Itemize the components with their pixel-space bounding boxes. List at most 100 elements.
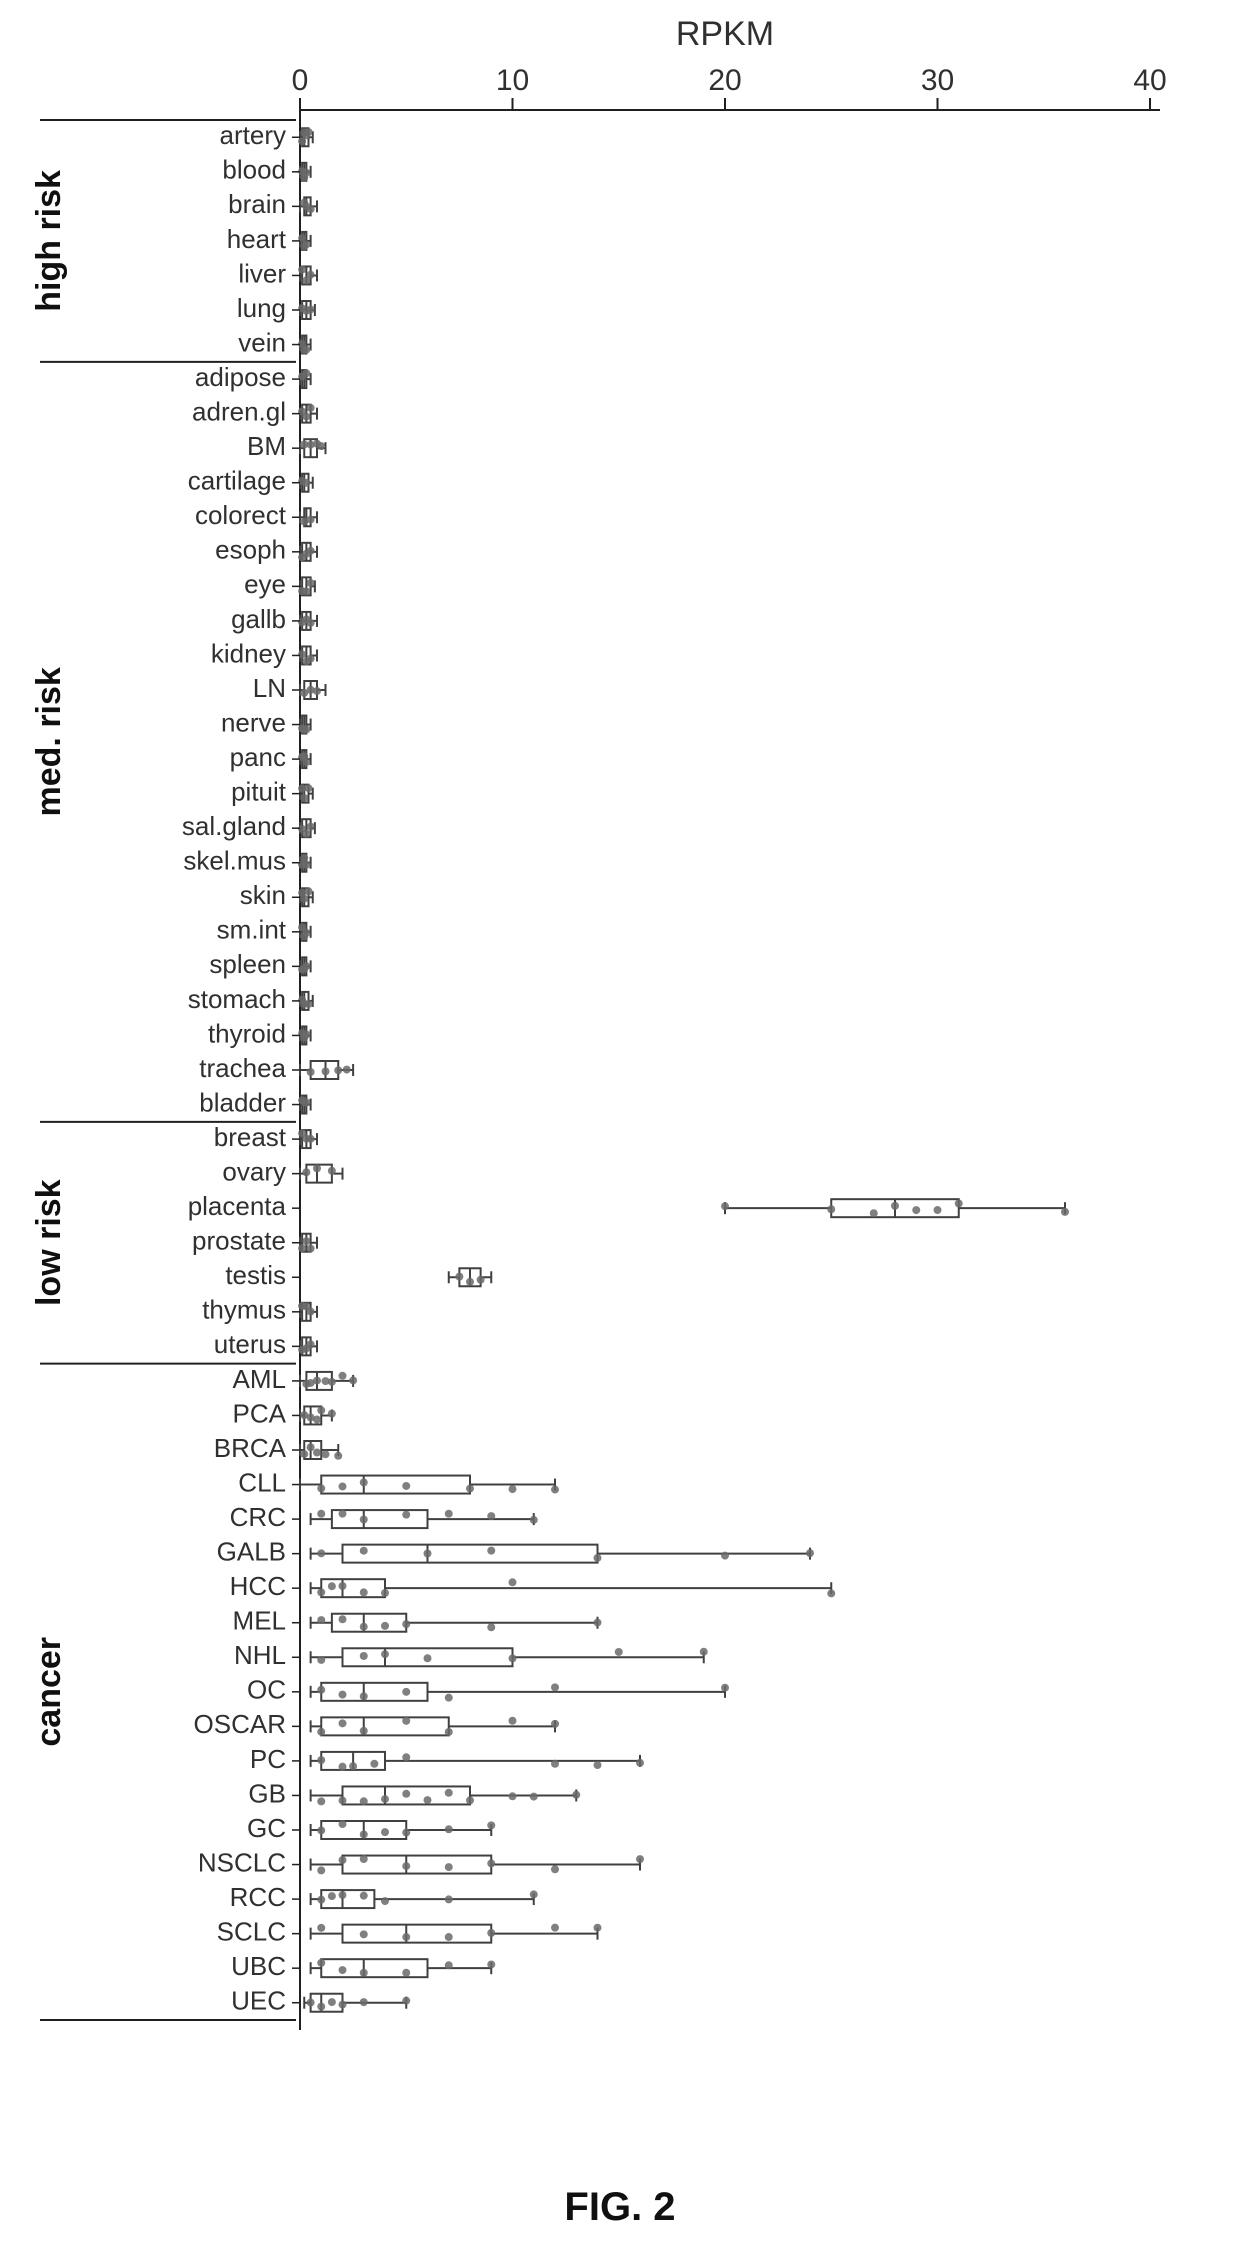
data-point	[360, 1588, 368, 1596]
data-point	[302, 479, 310, 487]
data-point	[307, 1443, 315, 1451]
category-label: sm.int	[217, 915, 287, 945]
data-point	[302, 1237, 310, 1245]
data-point	[317, 1588, 325, 1596]
boxplot-row: BM	[247, 431, 326, 461]
boxplot-row: sm.int	[217, 915, 311, 945]
data-point	[721, 1552, 729, 1560]
category-label: bladder	[199, 1087, 286, 1117]
data-point	[445, 1933, 453, 1941]
data-point	[509, 1578, 517, 1586]
data-point	[339, 1615, 347, 1623]
data-point	[381, 1589, 389, 1597]
group-label: cancer	[30, 1637, 68, 1747]
data-point	[339, 1482, 347, 1490]
data-point	[343, 1066, 351, 1074]
data-point	[317, 1656, 325, 1664]
data-point	[445, 1510, 453, 1518]
data-point	[313, 1416, 321, 1424]
category-label: adipose	[195, 362, 286, 392]
data-point	[445, 1728, 453, 1736]
data-point	[300, 1450, 308, 1458]
category-label: liver	[238, 258, 286, 288]
data-point	[360, 1855, 368, 1863]
data-point	[360, 1930, 368, 1938]
data-point	[339, 1719, 347, 1727]
data-point	[317, 1549, 325, 1557]
category-label: panc	[230, 742, 286, 772]
data-point	[317, 1866, 325, 1874]
boxplot-row: skin	[240, 880, 313, 910]
data-point	[349, 1376, 357, 1384]
boxplot-row: PC	[250, 1744, 644, 1774]
data-point	[339, 1797, 347, 1805]
data-point	[302, 369, 310, 377]
data-point	[339, 2001, 347, 2009]
category-label: brain	[228, 189, 286, 219]
data-point	[381, 1650, 389, 1658]
category-label: GB	[248, 1778, 286, 1808]
category-label: colorect	[195, 500, 287, 530]
boxplot-row: adren.gl	[192, 397, 317, 427]
data-point	[487, 1929, 495, 1937]
data-point	[360, 1969, 368, 1977]
data-point	[317, 442, 325, 450]
data-point	[551, 1486, 559, 1494]
data-point	[302, 725, 310, 733]
category-label: nerve	[221, 707, 286, 737]
data-point	[334, 1066, 342, 1074]
category-label: skin	[240, 880, 286, 910]
data-point	[445, 1825, 453, 1833]
category-label: OC	[247, 1675, 286, 1705]
boxplot-row: PCA	[233, 1398, 336, 1428]
data-point	[339, 1763, 347, 1771]
y-tick-label: 10	[496, 64, 529, 97]
data-point	[455, 1273, 463, 1281]
data-point	[317, 1756, 325, 1764]
data-point	[402, 1997, 410, 2005]
category-label: NSCLC	[198, 1847, 286, 1877]
data-point	[328, 1892, 336, 1900]
data-point	[509, 1654, 517, 1662]
boxplot-row: thyroid	[208, 1018, 311, 1048]
category-label: BM	[247, 431, 286, 461]
data-point	[912, 1206, 920, 1214]
boxplot-row: esoph	[215, 535, 317, 565]
y-tick-label: 30	[921, 64, 954, 97]
category-label: gallb	[231, 604, 286, 634]
category-label: sal.gland	[182, 811, 286, 841]
data-point	[317, 1896, 325, 1904]
data-point	[445, 1895, 453, 1903]
data-point	[317, 1924, 325, 1932]
data-point	[328, 1410, 336, 1418]
category-label: PCA	[233, 1398, 287, 1428]
data-point	[313, 687, 321, 695]
data-point	[302, 346, 310, 354]
category-label: blood	[222, 155, 286, 185]
data-point	[402, 1717, 410, 1725]
data-point	[317, 1616, 325, 1624]
data-point	[551, 1865, 559, 1873]
data-point	[891, 1202, 899, 1210]
category-label: cartilage	[188, 466, 286, 496]
boxplot-row: lung	[237, 293, 315, 323]
boxplot-row: nerve	[221, 707, 311, 737]
data-point	[322, 1067, 330, 1075]
data-point	[339, 1820, 347, 1828]
data-point	[313, 1377, 321, 1385]
data-point	[402, 1790, 410, 1798]
data-point	[360, 1478, 368, 1486]
boxplot-row: uterus	[214, 1329, 317, 1359]
data-point	[487, 1821, 495, 1829]
category-label: artery	[220, 120, 286, 150]
category-label: NHL	[234, 1640, 286, 1670]
boxplot-row: GALB	[217, 1537, 814, 1567]
data-point	[530, 1516, 538, 1524]
data-point	[298, 1244, 306, 1252]
data-point	[307, 205, 315, 213]
y-tick-label: 20	[708, 64, 741, 97]
boxplot-row: liver	[238, 258, 317, 288]
boxplot-row: panc	[230, 742, 311, 772]
boxplot-row: adipose	[195, 362, 311, 392]
data-point	[445, 1789, 453, 1797]
